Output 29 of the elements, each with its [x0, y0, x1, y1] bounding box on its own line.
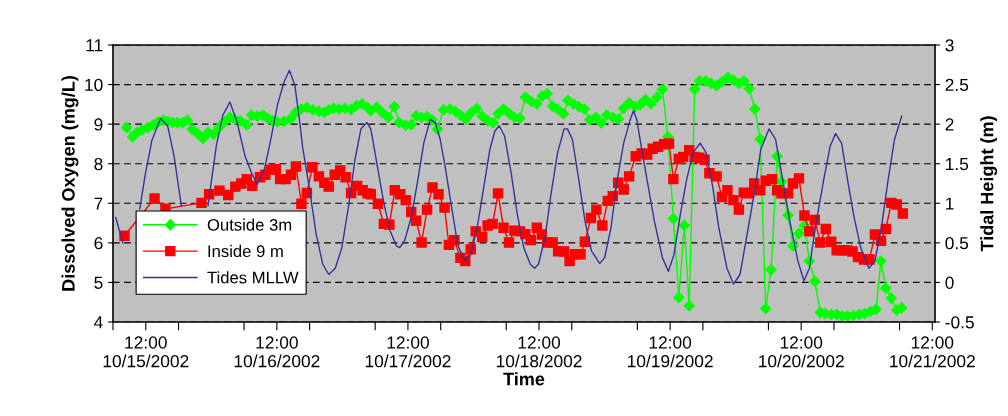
x-tick-label: 12:00 10/16/2002 [234, 336, 320, 368]
x-tick-label: 12:00 10/15/2002 [103, 336, 189, 368]
x-axis-title: Time [503, 372, 545, 386]
y-tick-label: 5 [94, 276, 103, 289]
x-tick-label: 12:00 10/17/2002 [365, 336, 451, 368]
y2-tick-label: -0.5 [945, 316, 974, 329]
legend-label: Inside 9 m [208, 244, 283, 258]
y-tick-label: 6 [94, 237, 103, 250]
y-axis-title: Dissolved Oxygen (mg/L) [61, 76, 79, 291]
x-tick-label: 12:00 10/21/2002 [890, 336, 975, 368]
x-tick-label: 12:00 10/19/2002 [627, 336, 713, 368]
y-tick-label: 11 [86, 39, 103, 52]
y-tick-label: 4 [94, 316, 103, 329]
y2-axis-title: Tidal Height (m) [980, 116, 998, 252]
legend-label: Outside 3m [207, 218, 292, 231]
y-tick-label: 10 [85, 78, 103, 92]
y-tick-label: 8 [94, 157, 103, 171]
y2-tick-label: 0 [945, 276, 954, 289]
y2-tick-label: 1.5 [946, 158, 969, 171]
y2-tick-label: 1 [946, 197, 954, 210]
y2-tick-label: 2.5 [945, 78, 969, 92]
y2-tick-label: 3 [945, 39, 954, 52]
x-tick-label: 12:00 10/20/2002 [759, 336, 844, 368]
x-tick-label: 12:00 10/18/2002 [496, 336, 582, 368]
y2-tick-label: 0.5 [945, 237, 969, 250]
y-tick-label: 7 [94, 197, 103, 210]
y-tick-label: 9 [94, 118, 103, 131]
y2-tick-label: 2 [945, 118, 954, 131]
legend-label: Tides MLLW [207, 271, 299, 284]
